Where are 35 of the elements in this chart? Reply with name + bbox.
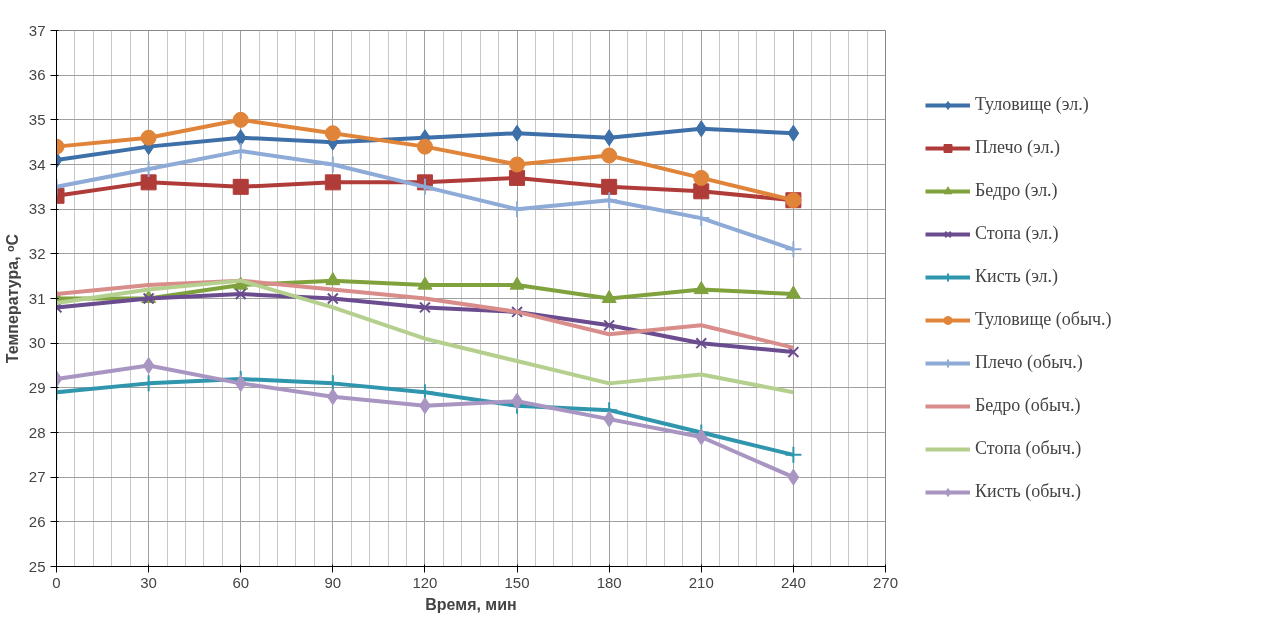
y-tick-label: 36 [28, 66, 46, 84]
y-tick-label: 25 [28, 557, 46, 575]
legend-label: Кисть (обыч.) [975, 481, 1081, 502]
x-tick-label: 30 [140, 573, 157, 591]
y-tick-label: 26 [28, 512, 46, 530]
y-tick-label: 31 [28, 289, 46, 307]
y-tick-label: 33 [28, 200, 46, 218]
x-tick-label: 120 [412, 573, 438, 591]
legend-label: Стопа (обыч.) [975, 438, 1082, 459]
y-tick-label: 37 [28, 21, 46, 39]
y-tick-label: 34 [28, 155, 46, 173]
x-tick-label: 180 [596, 573, 622, 591]
y-tick-label: 27 [28, 468, 46, 486]
legend-label: Туловище (эл.) [975, 94, 1089, 115]
legend-label: Плечо (обыч.) [975, 352, 1083, 373]
legend-label: Кисть (эл.) [975, 266, 1059, 287]
x-axis-title: Время, мин [425, 595, 517, 613]
legend-label: Бедро (обыч.) [975, 395, 1081, 416]
x-tick-label: 90 [324, 573, 342, 591]
x-tick-label: 150 [504, 573, 530, 591]
x-tick-label: 240 [780, 573, 806, 591]
legend-label: Бедро (эл.) [975, 180, 1058, 201]
x-tick-label: 210 [688, 573, 714, 591]
x-tick-label: 60 [232, 573, 250, 591]
y-axis-title: Температура, ᵒC [3, 233, 21, 364]
y-tick-label: 32 [28, 244, 46, 262]
y-tick-label: 28 [28, 423, 46, 441]
x-tick-label: 0 [52, 573, 61, 591]
legend-label: Туловище (обыч.) [975, 309, 1112, 330]
y-tick-label: 35 [28, 110, 46, 128]
y-tick-label: 29 [28, 378, 46, 396]
legend-label: Стопа (эл.) [975, 223, 1059, 244]
x-tick-label: 270 [872, 573, 899, 591]
y-tick-label: 30 [28, 334, 46, 352]
legend-label: Плечо (эл.) [975, 137, 1060, 158]
